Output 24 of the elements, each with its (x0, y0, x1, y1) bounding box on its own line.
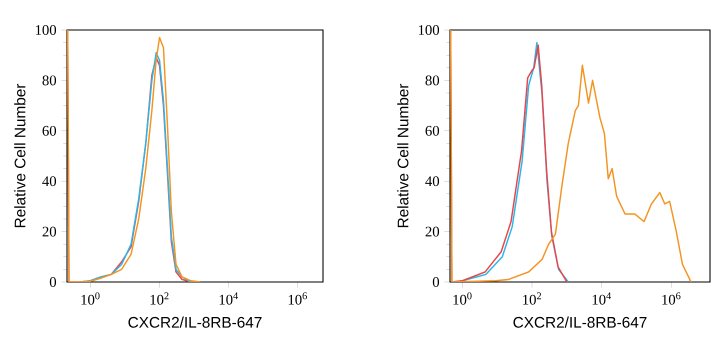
y-tick-label: 20 (42, 226, 56, 237)
x-axis-title: CXCR2/IL-8RB-647 (128, 316, 262, 328)
y-tick-label: 80 (426, 75, 440, 86)
x-tick-label: 10$^{2}$ (150, 292, 169, 305)
x-axis-title: CXCR2/IL-8RB-647 (513, 316, 647, 328)
y-tick-label: 0 (50, 277, 56, 287)
x-tick-label: 10$^{0}$ (81, 292, 100, 305)
y-tick-label: 20 (426, 226, 440, 237)
y-tick-label: 60 (42, 126, 56, 136)
y-tick-label: 60 (426, 126, 440, 136)
x-tick-label: 10$^{0}$ (453, 292, 472, 305)
y-axis-title: Relative Cell Number (397, 84, 408, 228)
x-tick-label: 10$^{6}$ (662, 292, 681, 305)
x-tick-label: 10$^{4}$ (220, 292, 238, 305)
y-tick-label: 100 (418, 25, 440, 35)
y-tick-label: 100 (36, 25, 56, 35)
x-tick-label: 10$^{6}$ (288, 292, 307, 305)
y-tick-label: 0 (432, 277, 440, 287)
x-tick-label: 10$^{2}$ (523, 292, 542, 305)
y-axis-title: Relative Cell Number (14, 84, 26, 228)
y-tick-label: 40 (425, 176, 440, 186)
y-tick-label: 40 (42, 176, 56, 186)
x-tick-label: 10$^{4}$ (592, 292, 612, 305)
y-tick-label: 80 (42, 75, 56, 86)
